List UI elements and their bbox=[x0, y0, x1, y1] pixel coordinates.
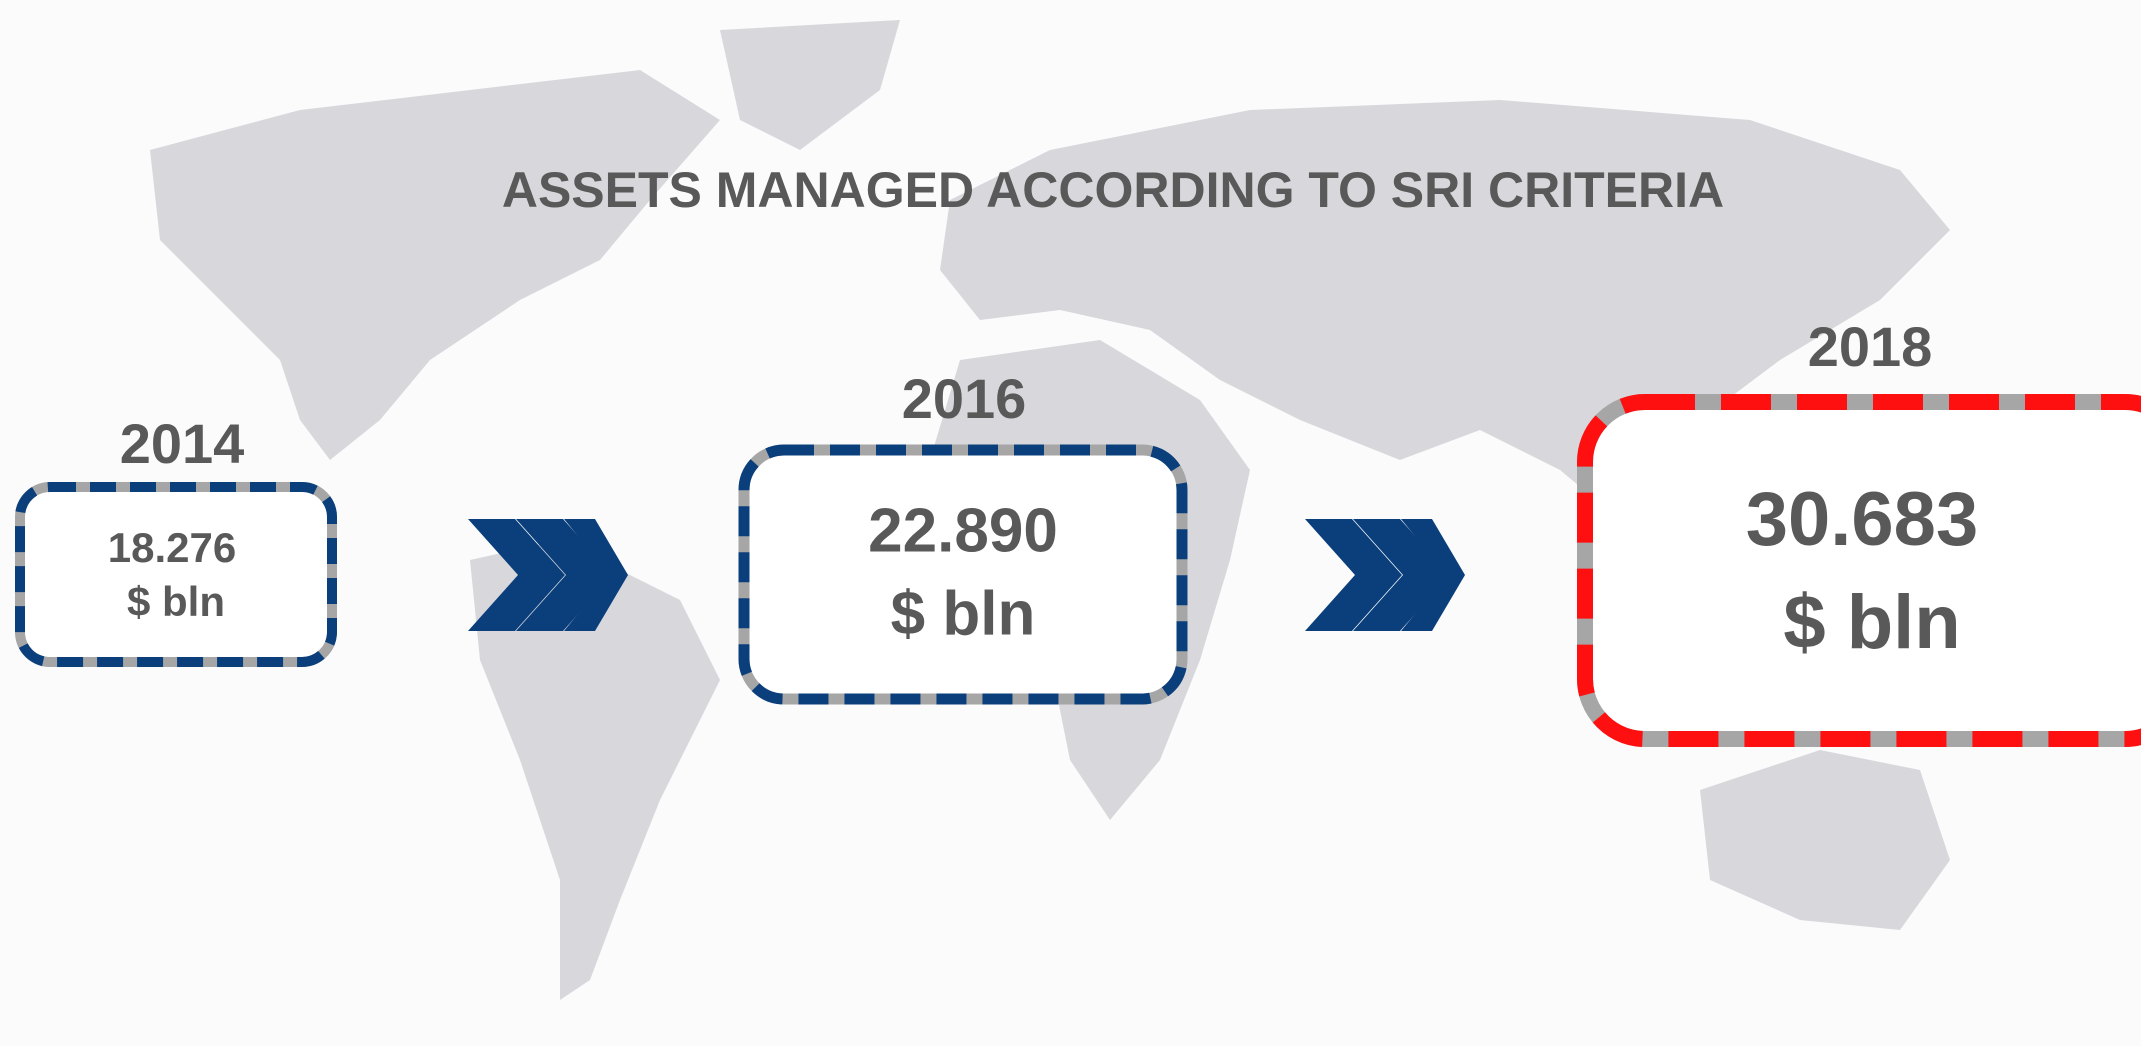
chevrons bbox=[1305, 519, 1465, 631]
box-border bbox=[1577, 394, 2141, 747]
value: 30.683 bbox=[1746, 477, 1978, 562]
chevrons bbox=[468, 519, 628, 631]
unit: $ bln bbox=[1783, 580, 1960, 665]
year-label: 2016 bbox=[902, 367, 1027, 430]
box-border bbox=[738, 444, 1188, 705]
year-label: 2018 bbox=[1808, 315, 1933, 378]
unit: $ bln bbox=[127, 578, 225, 625]
year-label: 2014 bbox=[120, 412, 245, 475]
value: 18.276 bbox=[108, 524, 236, 571]
value: 22.890 bbox=[868, 496, 1058, 565]
unit: $ bln bbox=[891, 579, 1036, 648]
box-outline bbox=[738, 444, 1188, 705]
box-outline bbox=[15, 482, 337, 667]
box-outline bbox=[1577, 394, 2141, 747]
title: ASSETS MANAGED ACCORDING TO SRI CRITERIA bbox=[502, 162, 1724, 218]
box-border bbox=[15, 482, 337, 667]
